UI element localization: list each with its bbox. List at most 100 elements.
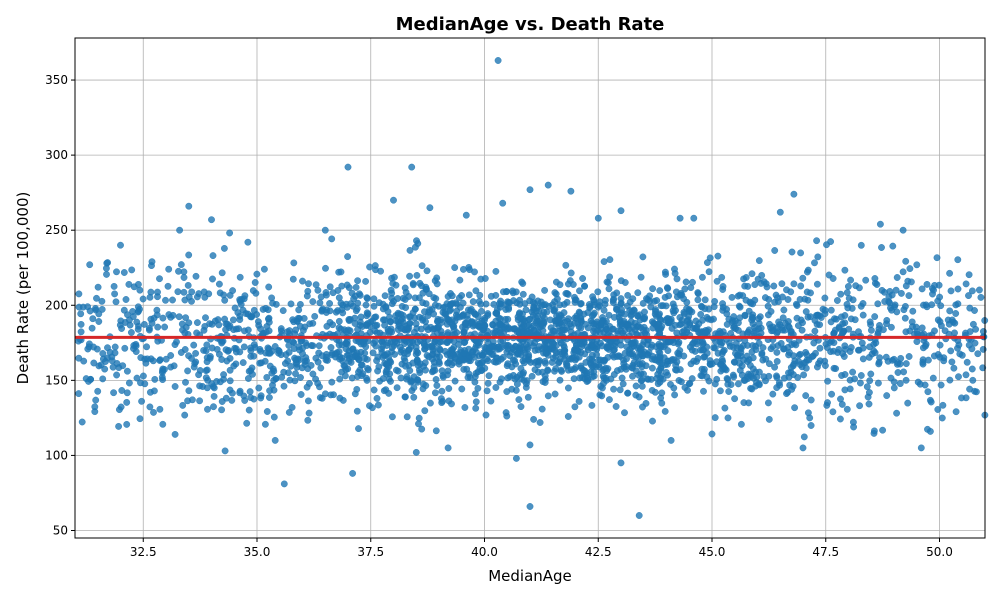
data-point [706,360,714,368]
data-point [770,282,778,290]
data-point [717,367,725,375]
data-point [257,347,264,355]
data-point [218,356,226,363]
data-point [870,347,878,355]
data-point [408,163,416,171]
data-point [694,289,702,296]
data-point [878,244,885,251]
data-point [402,304,409,311]
data-point [805,409,812,417]
data-point [699,316,706,324]
data-point [784,388,791,396]
data-point [918,324,926,332]
data-point [200,346,208,354]
data-point [436,345,444,353]
data-point [456,276,464,284]
data-point [710,344,718,352]
data-point [950,364,958,372]
data-point [902,376,910,384]
data-point [346,315,354,323]
data-point [605,285,613,293]
data-point [455,360,463,368]
data-point [415,414,423,422]
data-point [555,311,563,319]
data-point [748,270,756,278]
data-point [433,382,441,389]
data-point [979,364,987,372]
data-point [464,374,472,381]
data-point [796,295,804,303]
data-point [708,430,716,438]
data-point [342,366,350,374]
data-point [620,317,628,325]
data-point [783,286,790,294]
data-point [468,318,475,326]
data-point [785,369,792,377]
data-point [680,308,688,316]
data-point [409,309,417,316]
data-point [448,292,456,300]
data-point [686,307,694,314]
data-point [962,371,970,379]
data-point [420,339,428,347]
data-point [221,447,229,455]
data-point [438,387,446,395]
data-point [933,254,941,262]
data-point [968,365,976,373]
data-point [169,296,176,304]
data-point [908,318,916,326]
data-point [711,297,718,305]
data-point [356,291,364,299]
data-point [765,399,772,407]
data-point [743,352,751,360]
data-point [239,359,247,366]
data-point [751,323,759,331]
data-point [218,406,226,414]
data-point [565,384,572,392]
data-point [270,413,278,421]
data-point [209,252,217,260]
data-point [841,342,849,350]
data-point [616,386,624,394]
data-point [802,364,810,372]
data-point [354,326,361,333]
data-point [584,374,592,382]
data-point [461,404,469,411]
data-point [790,280,798,288]
data-point [882,353,890,361]
data-point [184,397,192,405]
data-point [413,356,421,364]
data-point [406,246,414,254]
data-point [104,344,111,352]
data-point [444,444,452,452]
data-point [355,355,363,363]
data-point [85,343,93,351]
x-tick-label: 35.0 [244,545,271,559]
data-point [623,343,631,351]
data-point [642,399,650,407]
data-point [558,326,565,334]
data-point [839,350,846,357]
data-point [857,241,865,249]
data-point [857,379,864,387]
data-point [192,349,200,357]
data-point [481,275,489,282]
data-point [576,287,583,295]
data-point [900,368,907,376]
data-point [347,300,355,308]
data-point [603,278,611,286]
data-point [838,400,846,408]
data-point [791,404,798,412]
data-point [790,190,798,198]
data-point [526,503,534,510]
data-point [271,343,279,350]
data-point [366,402,373,410]
data-point [208,216,215,224]
data-point [459,312,467,320]
data-point [162,296,169,304]
data-point [735,380,742,388]
data-point [490,358,498,366]
data-point [544,367,552,374]
data-point [866,318,874,326]
